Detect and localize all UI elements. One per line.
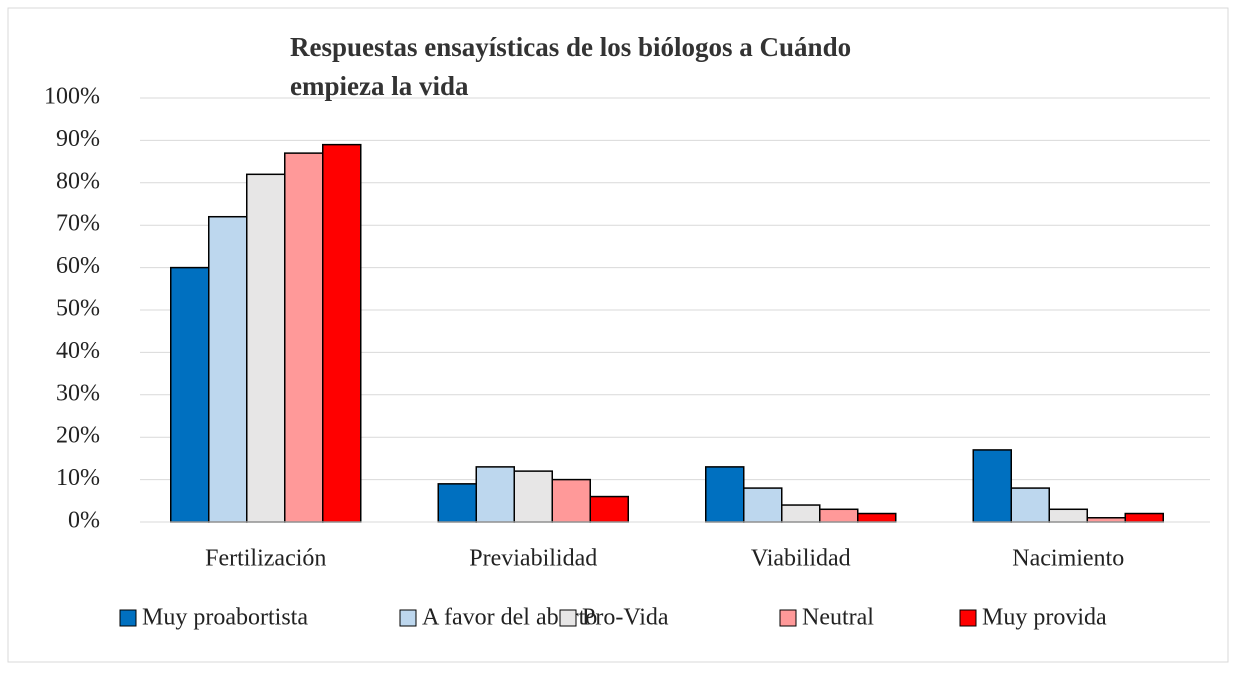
bar	[170, 266, 210, 523]
bar	[589, 495, 629, 523]
bar	[284, 152, 324, 523]
bar	[1086, 517, 1126, 523]
legend-label: Muy provida	[982, 605, 1107, 631]
bar	[208, 215, 248, 523]
y-tick-label: 50%	[56, 296, 100, 322]
y-tick-label: 40%	[56, 338, 100, 364]
bar	[437, 483, 477, 523]
legend-swatch	[399, 609, 417, 627]
x-tick-label: Previabilidad	[469, 546, 597, 572]
x-tick-label: Fertilización	[205, 546, 326, 572]
legend-swatch	[559, 609, 577, 627]
bar	[819, 508, 859, 523]
y-tick-label: 30%	[56, 380, 100, 406]
bar	[551, 478, 591, 523]
bar	[513, 470, 553, 523]
bar	[743, 487, 783, 523]
legend-swatch	[779, 609, 797, 627]
y-tick-label: 90%	[56, 126, 100, 152]
legend-label: Muy proabortista	[142, 605, 308, 631]
bar	[705, 466, 745, 523]
bar	[781, 504, 821, 523]
y-tick-label: 10%	[56, 465, 100, 491]
bar	[246, 173, 286, 523]
x-tick-label: Nacimiento	[1012, 546, 1124, 572]
chart-border	[7, 7, 1229, 663]
legend-swatch	[119, 609, 137, 627]
bar	[1010, 487, 1050, 523]
legend-label: Pro-Vida	[582, 605, 669, 631]
bar	[475, 466, 515, 523]
y-tick-label: 20%	[56, 423, 100, 449]
bar	[857, 512, 897, 523]
x-tick-label: Viabilidad	[751, 546, 851, 572]
bar	[972, 449, 1012, 523]
y-tick-label: 80%	[56, 168, 100, 194]
bar	[1124, 512, 1164, 523]
bar	[1048, 508, 1088, 523]
y-tick-label: 0%	[68, 508, 100, 534]
bar	[322, 143, 362, 523]
y-tick-label: 70%	[56, 211, 100, 237]
legend-swatch	[959, 609, 977, 627]
chart-title: Respuestas ensayísticas de los biólogos …	[290, 32, 852, 101]
legend-label: Neutral	[802, 605, 874, 631]
y-tick-label: 60%	[56, 253, 100, 279]
y-tick-label: 100%	[44, 84, 100, 110]
